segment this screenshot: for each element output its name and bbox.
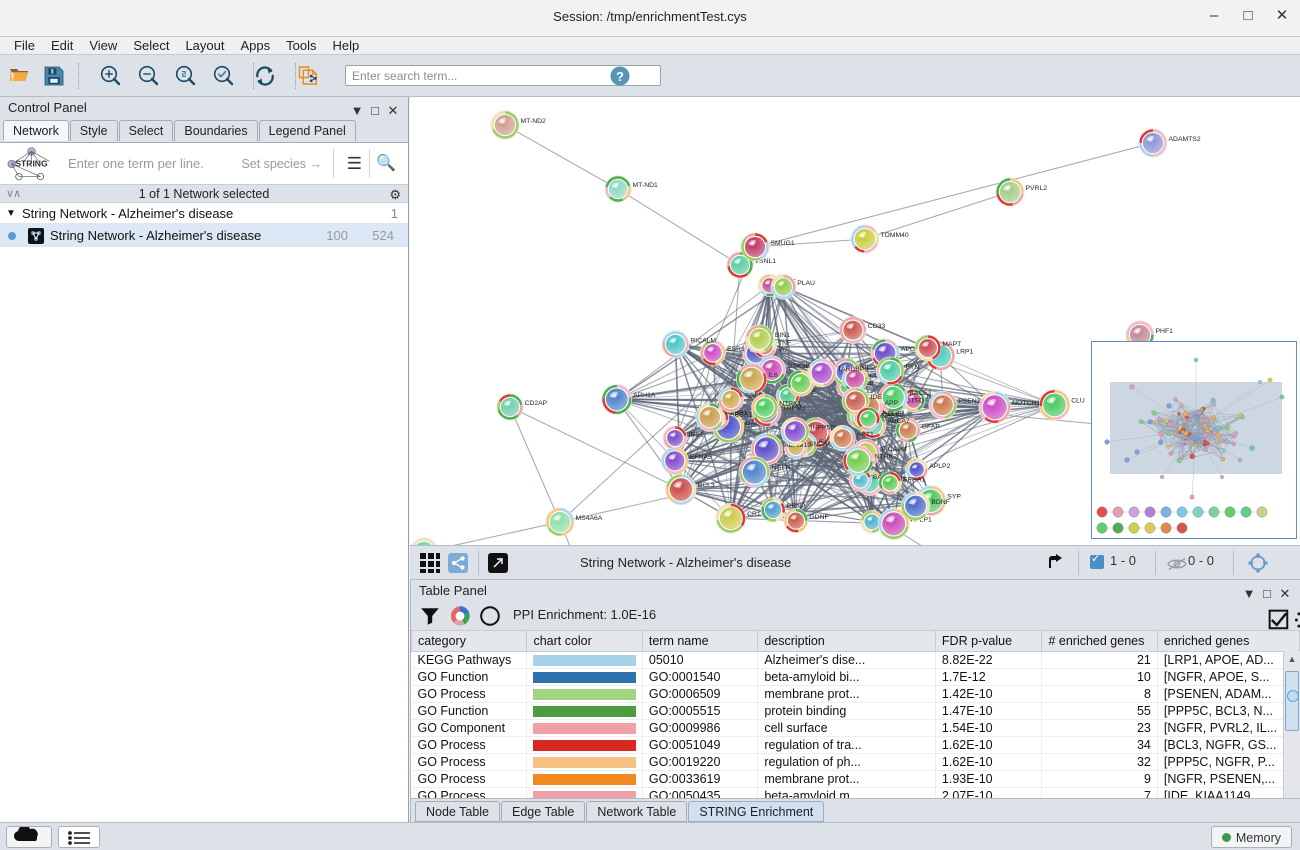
svg-text:INPP5D: INPP5D [811, 424, 836, 431]
svg-text:ESR1: ESR1 [727, 346, 745, 353]
svg-text:CR1: CR1 [747, 511, 761, 518]
svg-text:TNF: TNF [778, 340, 791, 347]
svg-text:CASP3: CASP3 [881, 412, 904, 419]
svg-text:TARDBP: TARDBP [837, 366, 865, 373]
svg-text:GFAP: GFAP [922, 424, 941, 431]
svg-text:EFNA5: EFNA5 [690, 454, 712, 461]
svg-text:APH1A: APH1A [633, 392, 656, 399]
svg-text:?: ? [616, 69, 624, 84]
svg-text:BACE2: BACE2 [909, 390, 932, 397]
svg-text:LRP1: LRP1 [956, 349, 973, 356]
svg-text:BCL3: BCL3 [698, 482, 715, 489]
svg-text:TOMM40: TOMM40 [881, 232, 909, 239]
svg-text:NOTCH1: NOTCH1 [1012, 400, 1040, 407]
svg-text:NGFR: NGFR [771, 465, 790, 472]
svg-text:IL6: IL6 [768, 372, 778, 379]
svg-text:MAPT: MAPT [942, 341, 961, 348]
svg-text:ADAMTS2: ADAMTS2 [1169, 136, 1201, 143]
svg-text:SNCA: SNCA [809, 441, 828, 448]
svg-text:PICALM: PICALM [881, 446, 907, 453]
svg-text:MT-ND1: MT-ND1 [633, 182, 659, 189]
svg-text:BIN1: BIN1 [775, 332, 790, 339]
svg-text:MT-ND2: MT-ND2 [521, 118, 547, 125]
svg-text:NTRK1: NTRK1 [779, 401, 802, 408]
svg-text:FYN: FYN [906, 364, 920, 371]
svg-text:STRING: STRING [15, 159, 48, 169]
svg-text:RICALM: RICALM [690, 338, 716, 345]
svg-text:IDE: IDE [871, 394, 883, 401]
svg-text:PLAU: PLAU [797, 280, 815, 287]
svg-text:CD33: CD33 [868, 323, 886, 330]
svg-text:PSEN2: PSEN2 [958, 398, 981, 405]
svg-text:PVRL2: PVRL2 [1026, 185, 1048, 192]
svg-text:AKT1: AKT1 [857, 432, 874, 439]
svg-text:GDNF: GDNF [809, 514, 828, 521]
svg-text:CLU: CLU [1071, 398, 1085, 405]
svg-text:NTRK2: NTRK2 [875, 454, 898, 461]
svg-text:SMUG1: SMUG1 [771, 240, 795, 247]
svg-text:EPHA1: EPHA1 [903, 477, 926, 484]
svg-text:PHF1: PHF1 [1156, 328, 1174, 335]
svg-text:CD2AP: CD2AP [525, 400, 548, 407]
svg-text:CTSD: CTSD [905, 398, 924, 405]
svg-text:MS4A6A: MS4A6A [576, 515, 603, 522]
svg-text:BDNF: BDNF [931, 499, 950, 506]
svg-text:APP: APP [885, 400, 899, 407]
svg-text:GSK3B: GSK3B [787, 363, 810, 370]
svg-text:IRS1: IRS1 [689, 431, 704, 438]
svg-text:APLP2: APLP2 [929, 463, 950, 470]
